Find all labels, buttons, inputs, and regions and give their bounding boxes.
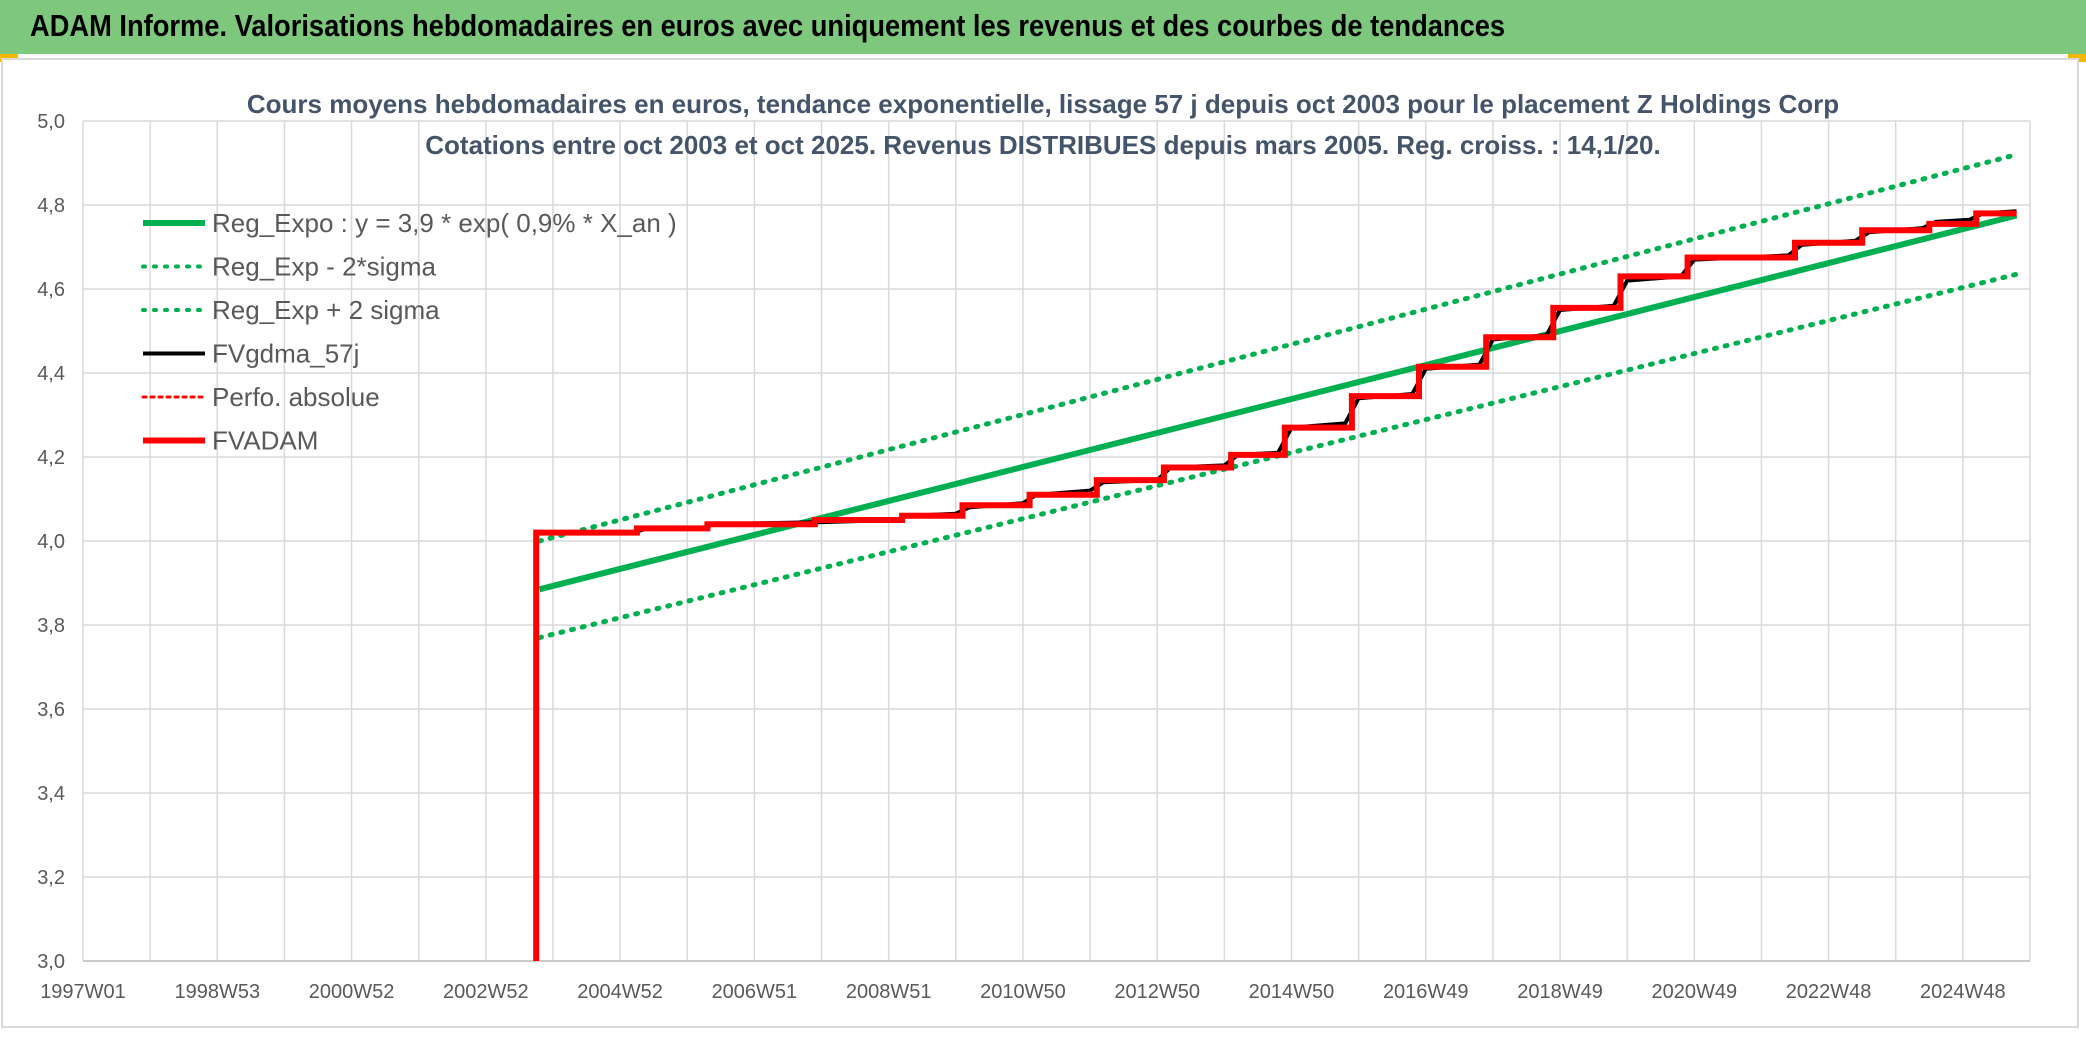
y-tick-label: 4,6 <box>37 279 65 301</box>
x-tick-label: 2010W50 <box>980 981 1066 1003</box>
x-tick-label: 2000W52 <box>309 981 395 1003</box>
x-tick-label: 2024W48 <box>1920 981 2006 1003</box>
x-tick-label: 2022W48 <box>1786 981 1872 1003</box>
x-tick-label: 2006W51 <box>712 981 798 1003</box>
legend-label: FVgdma_57j <box>212 339 359 369</box>
x-tick-label: 2016W49 <box>1383 981 1469 1003</box>
x-tick-label: 2008W51 <box>846 981 932 1003</box>
series-line-5 <box>533 210 2017 961</box>
chart-area: 3,0 3,2 3,4 3,6 3,8 4,0 4,2 4,4 4,6 4,8 5,0 1997W01… <box>1 58 2079 1028</box>
y-tick-label: 4,2 <box>37 447 65 469</box>
legend-label: FVADAM <box>212 426 318 456</box>
y-tick-label: 3,4 <box>37 783 65 805</box>
series-layer <box>533 152 2020 961</box>
x-tick-label: 2004W52 <box>577 981 663 1003</box>
x-tick-label: 1997W01 <box>40 981 126 1003</box>
y-tick-label: 4,0 <box>37 531 65 553</box>
tick-labels: 3,0 3,2 3,4 3,6 3,8 4,0 4,2 4,4 4,6 4,8 5,0 1997W01… <box>37 111 2005 1003</box>
legend-label: Reg_Expo : y = 3,9 * exp( 0,9% * X_an ) <box>212 208 677 238</box>
chart-subtitle: Cotations entre oct 2003 et oct 2025. Re… <box>425 130 1660 160</box>
page-title: ADAM Informe. Valorisations hebdomadaire… <box>30 8 1506 43</box>
x-tick-label: 2014W50 <box>1249 981 1335 1003</box>
y-tick-label: 3,2 <box>37 867 65 889</box>
y-tick-label: 5,0 <box>37 111 65 133</box>
legend: Reg_Expo : y = 3,9 * exp( 0,9% * X_an ) R… <box>141 208 677 456</box>
legend-label: Reg_Exp - 2*sigma <box>212 252 437 282</box>
chart-svg: 3,0 3,2 3,4 3,6 3,8 4,0 4,2 4,4 4,6 4,8 5,0 1997W01… <box>37 89 2031 1003</box>
y-tick-label: 3,8 <box>37 615 65 637</box>
legend-label: Reg_Exp + 2 sigma <box>212 295 440 325</box>
y-tick-label: 4,4 <box>37 363 65 385</box>
legend-label: Perfo. absolue <box>212 382 380 412</box>
grid <box>82 120 2031 962</box>
chart-title: Cours moyens hebdomadaires en euros, ten… <box>247 89 1839 119</box>
x-tick-label: 2018W49 <box>1517 981 1603 1003</box>
series-line-0 <box>538 212 2018 593</box>
x-tick-label: 2012W50 <box>1114 981 1200 1003</box>
x-tick-label: 2020W49 <box>1651 981 1737 1003</box>
header-banner: ADAM Informe. Valorisations hebdomadaire… <box>0 0 2086 54</box>
x-tick-label: 1998W53 <box>174 981 260 1003</box>
y-tick-label: 3,0 <box>37 951 65 973</box>
y-tick-label: 4,8 <box>37 195 65 217</box>
x-tick-label: 2002W52 <box>443 981 529 1003</box>
series-line-2 <box>537 152 2020 544</box>
y-tick-label: 3,6 <box>37 699 65 721</box>
